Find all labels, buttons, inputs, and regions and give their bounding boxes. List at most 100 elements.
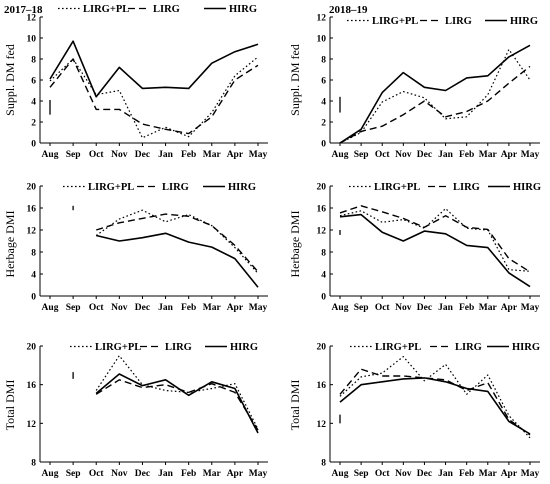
legend-label-lirg: LIRG [162,182,189,193]
y-tick-label: 10 [317,35,327,45]
series-line-lirg-pl [95,209,259,274]
y-tick-label: 16 [317,381,327,391]
legend-label-lirg-pl: LIRG+PL [95,342,141,353]
x-tick-label-apr: Apr [501,303,518,313]
series-line-hirg [95,373,259,434]
panel-title: 2018–19 [329,4,368,16]
x-tick-label-apr: Apr [227,469,244,479]
y-tick-label: 8 [321,459,326,469]
x-tick-label-may: May [521,150,540,160]
y-tick-label: 20 [317,183,327,193]
y-tick-label: 12 [317,420,327,430]
x-tick-label-feb: Feb [459,303,474,313]
series-line-lirg-pl [339,356,531,439]
series-line-lirg [95,213,259,273]
x-tick-label-dec: Dec [135,303,150,313]
y-tick-label: 4 [31,271,36,281]
legend-label-lirg: LIRG [165,342,192,353]
y-tick-label: 2 [31,119,36,129]
x-tick-label-may: May [249,469,268,479]
x-tick-label-sep: Sep [354,469,369,479]
x-tick-label-sep: Sep [66,303,81,313]
legend-label-hirg: HIRG [510,16,538,27]
y-tick-label: 8 [321,56,326,66]
x-tick-label-jan: Jan [158,303,174,313]
legend-label-hirg: HIRG [229,4,257,15]
x-tick-label-jan: Jan [158,150,174,160]
x-tick-label-feb: Feb [181,303,196,313]
x-tick-label-aug: Aug [42,469,59,479]
series-line-lirg [95,379,259,431]
x-tick-label-mar: Mar [203,150,222,160]
x-tick-label-nov: Nov [395,469,412,479]
y-tick-label: 12 [317,14,327,24]
x-tick-label-dec: Dec [417,469,432,479]
x-tick-label-jan: Jan [438,303,454,313]
y-tick-label: 12 [317,227,327,237]
x-tick-label-apr: Apr [501,150,518,160]
x-tick-label-dec: Dec [135,150,150,160]
x-tick-label-dec: Dec [135,469,150,479]
y-tick-label: 2 [321,119,326,129]
x-tick-label-sep: Sep [354,303,369,313]
y-tick-label: 12 [27,227,37,237]
x-tick-label-oct: Oct [89,150,105,160]
legend-label-hirg: HIRG [228,182,256,193]
x-tick-label-oct: Oct [89,303,105,313]
series-line-hirg [339,44,531,144]
y-tick-label: 16 [27,381,37,391]
x-tick-label-oct: Oct [375,303,391,313]
y-tick-label: 6 [321,77,326,87]
panel-title: 2017–18 [4,4,43,16]
series-line-lirg [339,65,531,144]
y-axis-label: Suppl. DM fed [3,44,17,116]
series-line-hirg [339,213,531,288]
x-tick-label-nov: Nov [111,469,128,479]
series-line-lirg [49,58,259,135]
series-line-hirg [96,232,259,288]
x-tick-label-mar: Mar [479,469,498,479]
y-tick-label: 0 [321,293,326,303]
y-tick-label: 0 [31,293,36,303]
y-axis-label: Total DMI [3,380,17,431]
legend-label-lirg: LIRG [455,342,482,353]
y-axis-label: Total DMI [288,380,302,431]
legend-label-hirg: HIRG [512,342,540,353]
x-tick-label-sep: Sep [66,469,81,479]
panel-suppl-dm-2017-18: 0 2 4 6 8 10 12 Aug Sep Oct Nov Dec Jan Feb Mar Apr May S… [3,4,268,160]
y-tick-label: 20 [27,343,37,353]
x-tick-label-nov: Nov [111,150,128,160]
x-tick-label-apr: Apr [501,469,518,479]
x-tick-label-dec: Dec [417,303,432,313]
series-line-hirg [339,377,531,435]
x-tick-label-aug: Aug [332,150,349,160]
y-tick-label: 4 [321,98,326,108]
legend-label-hirg: HIRG [513,182,541,193]
x-tick-label-mar: Mar [203,303,222,313]
x-tick-label-jan: Jan [438,469,454,479]
y-tick-label: 8 [321,249,326,259]
legend-label-lirg-pl: LIRG+PL [88,182,134,193]
x-tick-label-mar: Mar [479,303,498,313]
x-tick-label-feb: Feb [181,469,196,479]
y-tick-label: 0 [321,140,326,150]
y-tick-label: 8 [31,459,36,469]
x-tick-label-feb: Feb [459,150,474,160]
series-line-lirg-pl [49,56,259,139]
y-tick-label: 20 [317,343,327,353]
x-tick-label-feb: Feb [181,150,196,160]
x-tick-label-nov: Nov [395,303,412,313]
y-tick-label: 10 [27,35,37,45]
y-tick-label: 4 [31,98,36,108]
y-tick-label: 4 [321,271,326,281]
series-line-hirg [49,40,259,98]
legend-label-lirg-pl: LIRG+PL [372,16,418,27]
panel-total-dmi-right: 8 12 16 20 Aug Sep Oct Nov Dec Jan Feb Mar Apr May Tot… [288,342,540,479]
x-tick-label-apr: Apr [227,150,244,160]
x-tick-label-may: May [249,150,268,160]
y-axis-label: Suppl. DM fed [288,44,302,116]
y-tick-label: 12 [27,14,37,24]
x-tick-label-oct: Oct [375,150,391,160]
x-tick-label-feb: Feb [459,469,474,479]
panel-herbage-dmi-left: 0 4 8 12 16 20 Aug Sep Oct Nov Dec Jan Feb Mar Apr May H… [3,182,268,313]
